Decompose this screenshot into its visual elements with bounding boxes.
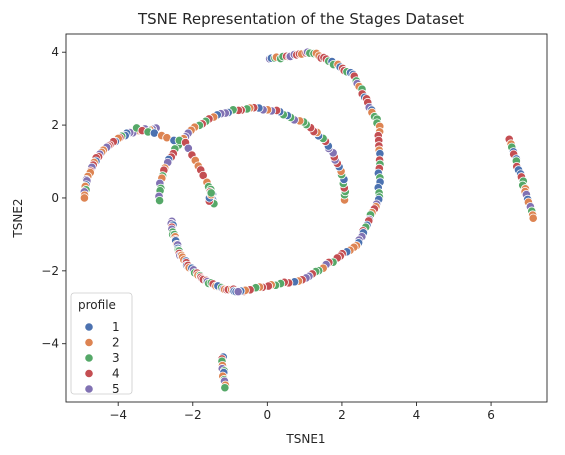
- scatter-points: [79, 47, 538, 393]
- legend-marker: [84, 353, 94, 363]
- plot-frame: [65, 33, 548, 403]
- x-tick-label: −4: [109, 408, 127, 422]
- x-tick-label: 0: [264, 408, 272, 422]
- legend-label: 1: [112, 320, 120, 334]
- legend-marker: [84, 337, 94, 348]
- y-tick-label: −4: [41, 337, 59, 351]
- x-axis-ticks: −4 −2 0 2 4 6: [109, 402, 495, 422]
- legend-marker: [84, 368, 94, 379]
- legend: profile 1 23 45: [70, 292, 133, 396]
- legend-marker: [84, 384, 94, 394]
- legend-label: 2: [112, 336, 120, 350]
- x-axis-label: TSNE1: [285, 432, 325, 446]
- y-tick-label: 2: [51, 118, 59, 132]
- data-point: [79, 193, 89, 203]
- x-tick-label: 4: [413, 408, 421, 422]
- x-tick-label: −2: [184, 408, 202, 422]
- legend-label: 4: [112, 367, 120, 381]
- y-tick-label: 4: [51, 45, 59, 59]
- legend-label: 3: [112, 351, 120, 365]
- legend-title: profile: [78, 298, 116, 312]
- data-point: [220, 383, 230, 393]
- data-point: [154, 195, 165, 206]
- legend-marker: [84, 322, 94, 332]
- data-point: [233, 287, 243, 297]
- x-tick-label: 6: [487, 408, 495, 422]
- legend-frame: [70, 292, 133, 395]
- legend-label: 5: [112, 382, 120, 396]
- x-tick-label: 2: [338, 408, 346, 422]
- data-point: [198, 170, 208, 181]
- y-axis-label: TSNE2: [11, 198, 25, 238]
- y-tick-label: −2: [41, 264, 59, 278]
- chart-title: TSNE Representation of the Stages Datase…: [137, 10, 464, 28]
- data-point: [528, 213, 538, 223]
- y-axis-ticks: −4 −2 0 2 4: [41, 45, 66, 351]
- y-tick-label: 0: [51, 191, 59, 205]
- data-point: [206, 188, 216, 198]
